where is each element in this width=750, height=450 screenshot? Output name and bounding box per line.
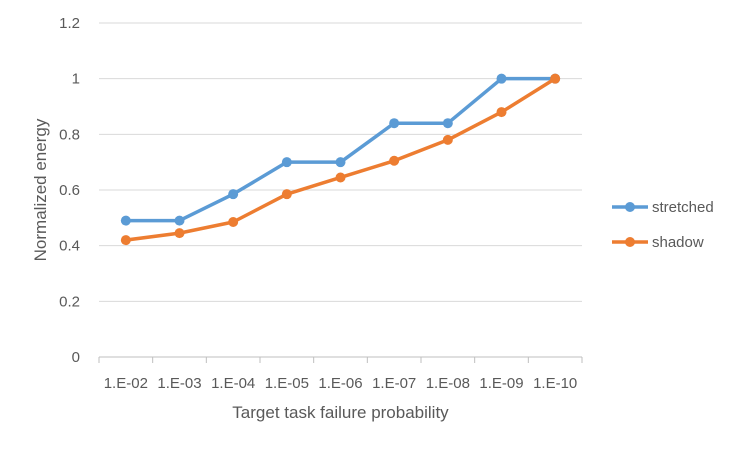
- x-tick-label: 1.E-09: [479, 375, 523, 392]
- x-axis-ticks: 1.E-02 1.E-03 1.E-04 1.E-05 1.E-06 1.E-07 1.E-…: [104, 375, 578, 392]
- legend: stretched shadow: [612, 199, 714, 251]
- y-tick-label: 0.8: [59, 126, 80, 143]
- x-tick-label: 1.E-10: [533, 375, 577, 392]
- y-axis-ticks: 0 0.2 0.4 0.6 0.8 1 1.2: [59, 15, 80, 366]
- x-tick-label: 1.E-06: [318, 375, 362, 392]
- x-tick-label: 1.E-03: [157, 375, 201, 392]
- y-tick-label: 0.2: [59, 293, 80, 310]
- data-point-stretched: [442, 118, 453, 129]
- x-tick-label: 1.E-02: [104, 375, 148, 392]
- legend-label: stretched: [652, 199, 714, 216]
- legend-swatch-marker: [625, 237, 635, 247]
- y-tick-label: 0.6: [59, 182, 80, 199]
- legend-item-shadow: shadow: [612, 234, 704, 251]
- legend-item-stretched: stretched: [612, 199, 714, 216]
- data-point-stretched: [174, 215, 185, 226]
- data-point-shadow: [281, 189, 292, 200]
- x-axis: [98, 356, 583, 363]
- data-point-shadow: [496, 107, 507, 118]
- y-tick-label: 1.2: [59, 15, 80, 32]
- x-tick-label: 1.E-05: [265, 375, 309, 392]
- data-point-stretched: [281, 157, 292, 168]
- data-point-shadow: [389, 155, 400, 166]
- data-point-stretched: [496, 73, 507, 84]
- data-point-stretched: [335, 157, 346, 168]
- data-point-shadow: [120, 235, 131, 246]
- x-tick-label: 1.E-07: [372, 375, 416, 392]
- legend-swatch-marker: [625, 202, 635, 212]
- legend-label: shadow: [652, 234, 704, 251]
- series-lines: [120, 73, 561, 246]
- data-point-shadow: [442, 134, 453, 145]
- data-point-stretched: [228, 189, 239, 200]
- data-point-shadow: [228, 217, 239, 228]
- gridlines: [99, 22, 582, 302]
- data-point-shadow: [550, 73, 561, 84]
- y-tick-label: 0: [72, 349, 80, 366]
- x-tick-label: 1.E-08: [426, 375, 470, 392]
- data-point-stretched: [389, 118, 400, 129]
- data-point-shadow: [335, 172, 346, 183]
- x-tick-label: 1.E-04: [211, 375, 255, 392]
- data-point-stretched: [120, 215, 131, 226]
- y-tick-label: 0.4: [59, 238, 80, 255]
- series-line-stretched: [125, 76, 556, 223]
- y-tick-label: 1: [72, 71, 80, 88]
- x-axis-title: Target task failure probability: [232, 403, 449, 422]
- y-axis-title: Normalized energy: [31, 118, 50, 261]
- data-point-shadow: [174, 228, 185, 239]
